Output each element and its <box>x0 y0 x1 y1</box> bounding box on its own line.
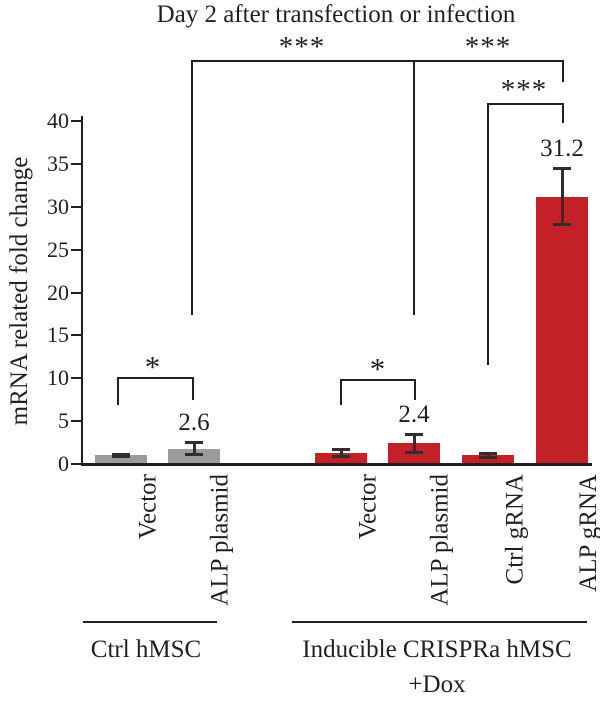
bar <box>536 196 588 466</box>
significance-stars: * <box>144 349 162 384</box>
y-tick <box>71 248 82 251</box>
significance-bracket <box>487 103 489 365</box>
value-label: 2.4 <box>398 400 430 428</box>
significance-bracket <box>340 379 342 405</box>
y-tick <box>71 205 82 208</box>
group-line <box>292 621 587 623</box>
significance-bracket <box>191 60 193 315</box>
x-tick-label: ALP gRNA <box>575 474 600 592</box>
y-tick-label: 0 <box>58 451 69 476</box>
significance-bracket <box>487 103 564 105</box>
y-tick-label: 40 <box>47 108 69 133</box>
significance-bracket <box>117 377 194 379</box>
error-bar-cap-top <box>332 448 350 451</box>
chart-title: Day 2 after transfection or infection <box>156 1 516 28</box>
bar <box>168 448 220 466</box>
value-label: 2.6 <box>178 408 210 436</box>
y-tick-label: 35 <box>47 150 69 176</box>
bar <box>95 455 147 466</box>
y-tick <box>71 291 82 294</box>
y-tick-label: 15 <box>47 322 69 348</box>
x-tick-label: Vector <box>134 474 161 540</box>
significance-stars: * <box>369 351 387 386</box>
y-tick <box>71 420 82 423</box>
significance-stars: *** <box>500 74 548 106</box>
bar <box>462 455 514 466</box>
y-tick <box>71 162 82 165</box>
error-bar-cap-bottom <box>112 454 130 458</box>
group-label: Inducible CRISPRa hMSC <box>302 636 572 663</box>
y-tick-label: 10 <box>47 365 69 391</box>
significance-bracket <box>191 60 415 62</box>
y-axis-title: mRNA related fold change <box>6 156 33 426</box>
error-bar-cap-top <box>185 440 203 444</box>
error-bar-cap-top <box>405 432 423 436</box>
group-line <box>83 621 217 623</box>
error-bar-cap-top <box>553 167 571 171</box>
significance-bracket <box>562 60 564 82</box>
error-bar-cap-bottom <box>332 454 350 458</box>
bar <box>315 452 367 466</box>
y-tick-label: 5 <box>58 408 69 434</box>
x-tick-label: Vector <box>354 474 381 540</box>
error-bar-stem <box>486 452 490 458</box>
y-tick-label: 20 <box>47 279 69 305</box>
y-tick <box>71 120 82 122</box>
significance-bracket <box>562 103 564 123</box>
value-label: 31.2 <box>540 135 584 163</box>
x-tick-label: Ctrl gRNA <box>501 474 528 585</box>
x-tick-label: ALP plasmid <box>207 474 234 606</box>
y-tick-label: 30 <box>47 193 69 219</box>
y-tick-label: 25 <box>47 236 69 262</box>
significance-bracket <box>192 377 194 400</box>
significance-bracket <box>340 379 416 381</box>
y-tick <box>71 463 82 465</box>
y-tick <box>71 377 82 380</box>
group-sublabel: +Dox <box>408 671 466 698</box>
y-tick <box>71 334 82 337</box>
x-tick-label: ALP plasmid <box>427 474 454 606</box>
group-label: Ctrl hMSC <box>90 636 202 663</box>
error-bar-cap-bottom <box>553 222 571 226</box>
error-bar-cap-bottom <box>405 451 423 455</box>
significance-bracket <box>414 379 416 400</box>
y-axis-line <box>81 116 83 466</box>
error-bar-stem <box>339 449 343 457</box>
error-bar-cap-bottom <box>185 453 203 457</box>
significance-stars: *** <box>278 31 326 63</box>
bar <box>388 443 440 466</box>
x-axis-line <box>81 463 592 466</box>
significance-bracket <box>117 377 119 405</box>
error-bar-stem <box>412 433 416 454</box>
error-bar-stem <box>560 168 564 225</box>
significance-bracket <box>413 60 415 315</box>
significance-bracket <box>413 60 564 62</box>
significance-stars: *** <box>464 31 512 63</box>
error-bar-stem <box>192 441 196 456</box>
error-bar-cap-bottom <box>479 456 497 459</box>
error-bar-cap-top <box>479 451 497 455</box>
